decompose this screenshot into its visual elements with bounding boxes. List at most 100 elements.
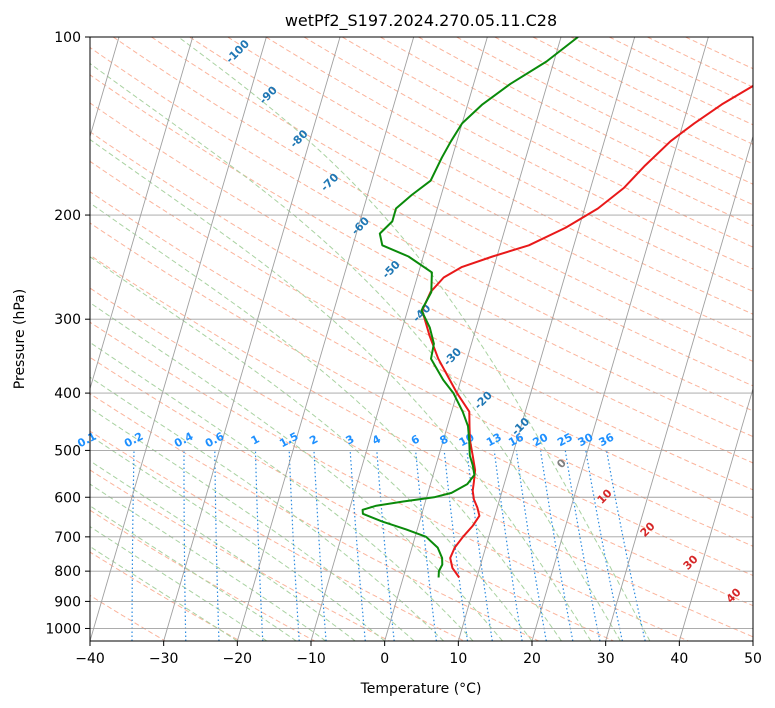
dry-adiabat-line	[570, 37, 753, 126]
y-tick-label: 1000	[45, 621, 81, 637]
dry-adiabat-label: -100	[223, 37, 252, 66]
x-tick-label: 40	[670, 651, 688, 667]
dry-adiabat-label: -90	[257, 83, 280, 106]
dewpoint-profile-line	[361, 37, 579, 578]
mixing-ratio-label: 0.2	[122, 430, 145, 451]
y-tick-label: 300	[54, 312, 81, 328]
isotherm-line	[90, 37, 194, 391]
mixing-ratio-line	[415, 450, 437, 641]
mixing-ratio-line	[254, 450, 264, 641]
x-tick-label: −30	[149, 651, 179, 667]
background-lines	[90, 37, 753, 641]
mixing-ratio-label: 6	[409, 432, 422, 447]
dry-adiabat-line	[685, 37, 753, 70]
dry-adiabat-label: -20	[472, 389, 495, 412]
dry-adiabat-line	[456, 37, 753, 185]
dry-adiabat-line	[90, 321, 689, 641]
dry-adiabat-label: -60	[349, 214, 372, 237]
moist-adiabat-line	[90, 138, 592, 641]
moist-adiabat-line	[90, 302, 503, 641]
dry-adiabat-line	[90, 509, 315, 641]
dry-adiabat-line	[90, 594, 166, 641]
moist-adiabat-line	[178, 37, 651, 641]
adiabat-labels: -100-90-80-70-60-50-40-30-20-10010203040…	[75, 37, 744, 606]
dry-adiabat-line	[90, 430, 465, 641]
y-axis-label: Pressure (hPa)	[12, 289, 28, 389]
moist-adiabat-line	[90, 407, 415, 641]
moist-adiabat-line	[90, 62, 621, 641]
isotherm-line	[90, 37, 267, 641]
x-tick-label: −10	[296, 651, 326, 667]
mixing-ratio-label: 13	[484, 431, 504, 450]
mixing-ratio-line	[466, 450, 493, 641]
dry-adiabat-line	[90, 356, 614, 641]
dry-adiabat-line	[227, 37, 753, 315]
mixing-ratio-label: 1.5	[277, 430, 300, 451]
dry-adiabat-line	[90, 131, 753, 491]
mixing-ratio-label: 2	[307, 432, 320, 447]
dry-adiabat-line	[647, 37, 753, 88]
y-tick-label: 900	[54, 594, 81, 610]
moist-adiabat-line	[90, 483, 326, 641]
mixing-ratio-label: 36	[597, 430, 617, 449]
mixing-ratio-line	[515, 450, 547, 641]
temperature-profile-line	[421, 84, 753, 579]
dry-adiabat-label: 40	[724, 585, 744, 605]
isotherm-line	[457, 37, 636, 641]
x-tick-label: 50	[744, 651, 762, 667]
isotherm-line	[605, 134, 753, 641]
mixing-ratio-label: 16	[506, 430, 526, 449]
dry-adiabat-line	[303, 37, 753, 270]
mixing-ratio-line	[376, 450, 395, 641]
isotherm-line	[752, 639, 753, 641]
dry-adiabat-line	[90, 46, 753, 412]
y-tick-label: 700	[54, 530, 81, 546]
y-tick-label: 400	[54, 386, 81, 402]
mixing-ratio-label: 0.6	[203, 430, 227, 451]
dry-adiabat-line	[90, 102, 753, 464]
mixing-ratio-label: 0.4	[172, 430, 196, 451]
dry-adiabat-line	[151, 37, 753, 362]
moist-adiabat-line	[90, 545, 238, 641]
dry-adiabat-line	[90, 393, 540, 641]
moist-adiabat-line	[90, 505, 297, 641]
plot-frame	[89, 36, 754, 642]
moist-adiabat-line	[90, 435, 386, 641]
dry-adiabat-label: -50	[380, 258, 403, 281]
dry-adiabat-line	[494, 37, 753, 165]
dry-adiabat-line	[90, 287, 753, 638]
dry-adiabat-label: 30	[681, 552, 701, 572]
dry-adiabat-label: 10	[595, 486, 615, 506]
mixing-ratio-line	[313, 450, 327, 641]
y-tick-label: 200	[54, 208, 81, 224]
dry-adiabat-line	[90, 551, 241, 641]
x-tick-label: 30	[597, 651, 615, 667]
mixing-ratio-label: 10	[457, 430, 477, 449]
dry-adiabat-line	[90, 160, 753, 519]
dry-adiabat-label: -30	[441, 345, 464, 368]
y-tick-label: 600	[54, 490, 81, 506]
x-axis: −40 −30 −20 −10 0 10 20 30 40 50	[75, 641, 762, 667]
x-tick-label: −20	[223, 651, 253, 667]
dry-adiabat-line	[532, 37, 753, 145]
moist-adiabat-line	[90, 341, 474, 641]
isotherm-line	[236, 37, 415, 641]
dry-adiabat-line	[90, 254, 753, 607]
mixing-ratio-line	[564, 450, 601, 641]
x-tick-label: −40	[75, 651, 105, 667]
mixing-ratio-line	[493, 450, 523, 641]
isotherm-line	[163, 37, 341, 641]
isotherm-line	[384, 37, 562, 641]
mixing-ratio-label: 20	[531, 430, 551, 449]
isotherm-line	[531, 37, 709, 641]
dry-adiabat-line	[90, 469, 390, 641]
isotherm-line	[678, 387, 753, 641]
dry-adiabat-line	[609, 37, 753, 107]
x-axis-label: Temperature (°C)	[360, 681, 482, 697]
moist-adiabat-line	[90, 460, 356, 641]
chart-title: wetPf2_S197.2024.270.05.11.C28	[285, 11, 557, 31]
dry-adiabat-line	[112, 37, 753, 387]
mixing-ratio-label: 4	[370, 432, 383, 447]
mixing-ratio-line	[349, 450, 366, 641]
